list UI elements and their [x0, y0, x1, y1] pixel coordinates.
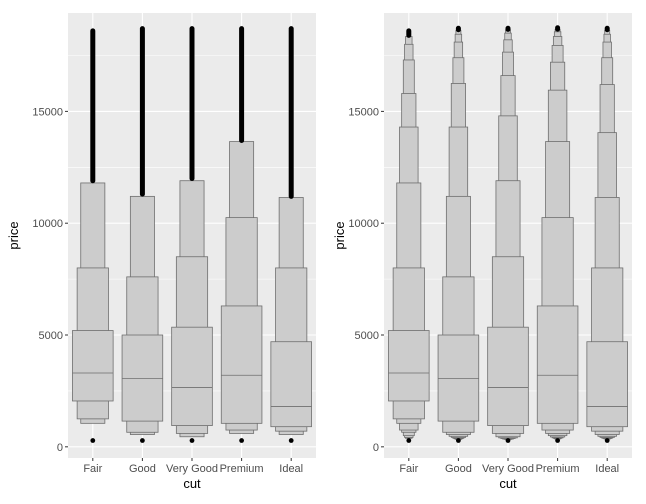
x-tick-label: Premium — [536, 463, 580, 475]
y-tick-label: 0 — [57, 442, 63, 454]
y-tick-label: 0 — [373, 442, 379, 454]
x-tick-label: Good — [445, 463, 472, 475]
lv-box — [586, 341, 628, 428]
outlier-point-low — [406, 438, 412, 443]
x-tick-label: Good — [129, 463, 156, 475]
outlier-point-low — [555, 438, 560, 443]
lv-group-premium — [220, 26, 263, 443]
x-axis-title: cut — [499, 476, 517, 491]
lv-group-very-good — [171, 26, 213, 443]
outlier-point-low — [456, 438, 461, 443]
lv-group-good — [121, 26, 164, 443]
y-tick-label: 5000 — [355, 330, 379, 342]
y-tick-label: 10000 — [348, 218, 379, 230]
outlier-point-low — [239, 438, 245, 443]
y-tick-label: 5000 — [39, 330, 63, 342]
lv-group-ideal — [270, 26, 312, 443]
x-tick-label: Very Good — [482, 463, 534, 475]
lv-box — [72, 330, 114, 402]
lv-box — [437, 334, 480, 422]
y-tick-label: 15000 — [348, 106, 379, 118]
y-tick-label: 15000 — [32, 106, 63, 118]
y-tick-label: 10000 — [32, 218, 63, 230]
lv-group-fair — [72, 28, 114, 443]
outlier-point-low — [140, 438, 145, 443]
lv-box — [536, 305, 579, 424]
x-tick-label: Ideal — [279, 463, 303, 475]
lv-box — [121, 334, 164, 422]
lv-group-good — [437, 25, 480, 443]
y-axis-title: price — [332, 221, 347, 249]
right-panel: 0 5000 10000 15000 Fair Good Very Good Premium I… — [332, 13, 632, 491]
x-tick-label: Very Good — [166, 463, 218, 475]
lv-group-ideal — [586, 25, 628, 443]
x-axis-title: cut — [183, 476, 201, 491]
lv-box — [487, 326, 529, 426]
lv-box — [220, 305, 263, 424]
outlier-point-low — [505, 438, 511, 443]
lv-group-premium — [536, 25, 579, 443]
outlier-point-low — [604, 438, 610, 443]
x-tick-label: Fair — [83, 463, 102, 475]
x-tick-label: Ideal — [595, 463, 619, 475]
lv-group-fair — [388, 28, 430, 443]
lv-box — [388, 330, 430, 402]
x-tick-label: Premium — [220, 463, 264, 475]
outlier-point-low — [189, 438, 195, 443]
left-panel: 0 5000 10000 15000 Fair Good Very Good Premium I… — [6, 13, 316, 491]
outlier-point-low — [288, 438, 294, 443]
lv-box — [270, 341, 312, 428]
lv-group-very-good — [487, 25, 529, 443]
x-tick-label: Fair — [399, 463, 418, 475]
outlier-point-low — [90, 438, 96, 443]
lv-box — [171, 326, 213, 426]
y-axis-title: price — [6, 221, 21, 249]
